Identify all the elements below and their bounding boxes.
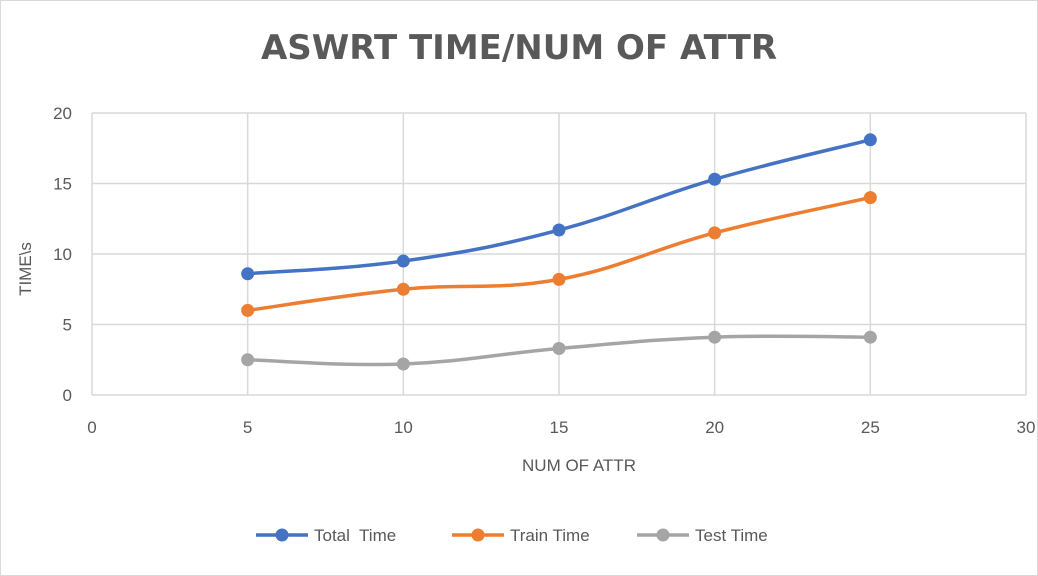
legend-item: Test Time xyxy=(637,526,768,545)
legend-swatch-marker xyxy=(275,528,289,542)
x-tick-label: 30 xyxy=(1017,418,1036,437)
x-tick-label: 0 xyxy=(87,418,96,437)
y-tick-label: 0 xyxy=(63,386,72,405)
data-point xyxy=(708,330,722,344)
legend-swatch-marker xyxy=(471,528,485,542)
axes: 0 5 10 15 20 0 5 10 15 20 25 30 NUM OF ATTR TIME\s xyxy=(16,104,1035,475)
x-axis-label: NUM OF ATTR xyxy=(522,456,636,475)
legend-label: Train Time xyxy=(510,526,590,545)
data-point xyxy=(241,303,255,317)
x-tick-label: 5 xyxy=(243,418,252,437)
data-point xyxy=(552,272,566,286)
series-group xyxy=(241,133,877,371)
data-point xyxy=(708,172,722,186)
data-point xyxy=(396,282,410,296)
x-tick-label: 15 xyxy=(550,418,569,437)
legend: Total Time Train Time Test Time xyxy=(256,526,768,545)
data-point xyxy=(552,341,566,355)
chart-title: ASWRT TIME/NUM OF ATTR xyxy=(260,28,778,68)
y-tick-label: 20 xyxy=(53,104,72,123)
y-tick-label: 15 xyxy=(53,175,72,194)
y-tick-label: 10 xyxy=(53,245,72,264)
y-axis-label: TIME\s xyxy=(16,242,35,296)
legend-item: Total Time xyxy=(256,526,396,545)
data-point xyxy=(863,191,877,205)
x-tick-label: 20 xyxy=(705,418,724,437)
data-point xyxy=(863,330,877,344)
y-tick-label: 5 xyxy=(63,316,72,335)
legend-swatch-marker xyxy=(656,528,670,542)
data-point xyxy=(396,357,410,371)
data-point xyxy=(708,226,722,240)
data-point xyxy=(863,133,877,147)
data-point xyxy=(241,267,255,281)
legend-item: Train Time xyxy=(452,526,590,545)
data-point xyxy=(241,353,255,367)
x-tick-label: 25 xyxy=(861,418,880,437)
legend-label: Test Time xyxy=(695,526,768,545)
data-point xyxy=(552,223,566,237)
x-tick-label: 10 xyxy=(394,418,413,437)
legend-label: Total Time xyxy=(314,526,396,545)
grid-lines xyxy=(91,112,1027,396)
data-point xyxy=(396,254,410,268)
